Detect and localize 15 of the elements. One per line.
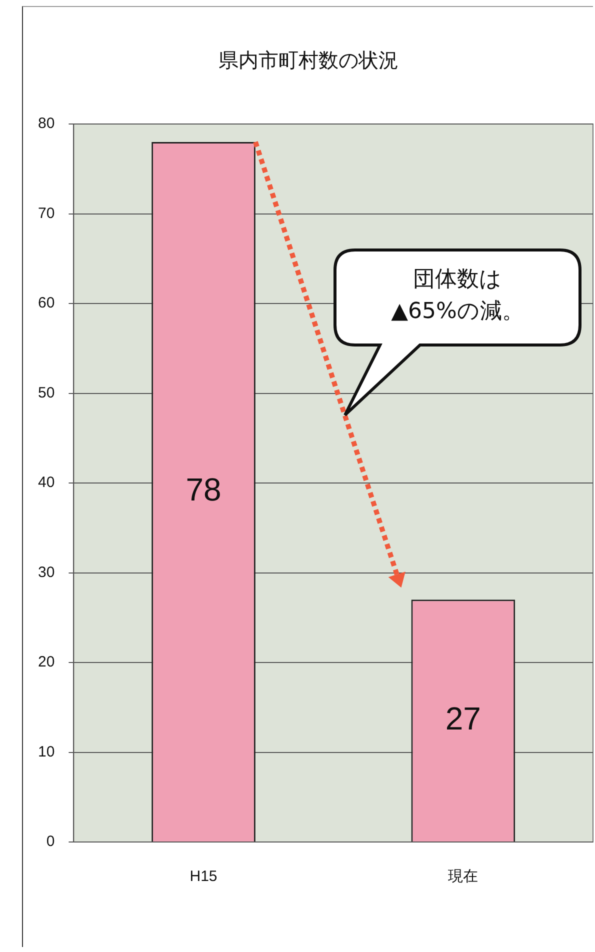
x-tick-label: 現在 xyxy=(448,868,478,886)
x-tick-label: H15 xyxy=(190,868,218,886)
y-tick-label: 80 xyxy=(38,115,55,132)
y-tick-label: 30 xyxy=(38,564,55,581)
y-tick-label: 20 xyxy=(38,654,55,671)
chart-title: 県内市町村数の状況 xyxy=(218,48,398,72)
y-tick-label: 50 xyxy=(38,384,55,402)
y-tick-label: 0 xyxy=(46,833,55,850)
y-tick-label: 70 xyxy=(38,204,55,222)
data-label: 27 xyxy=(445,700,481,736)
y-tick-label: 40 xyxy=(38,474,55,492)
data-label: 78 xyxy=(186,472,222,508)
y-tick-label: 10 xyxy=(38,743,55,760)
y-tick-label: 60 xyxy=(38,294,55,312)
annotation: 団体数は ▲65%の減。 xyxy=(390,266,525,326)
